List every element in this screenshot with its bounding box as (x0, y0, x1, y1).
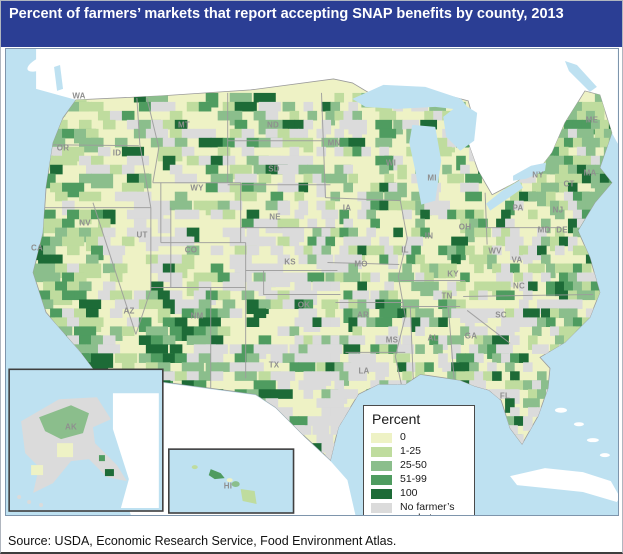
legend-swatch (371, 461, 392, 472)
vancouver-island (27, 54, 57, 72)
title-bar: Percent of farmers’ markets that report … (1, 1, 622, 47)
legend-item: No farmer’s markets (371, 501, 467, 515)
bahamas-island (599, 453, 610, 458)
puget-sound (54, 64, 64, 91)
legend-item: 0 (371, 431, 467, 443)
legend-title: Percent (372, 411, 421, 427)
legend-label: 100 (400, 487, 418, 500)
hawaii-inset (168, 448, 295, 514)
legend-swatch (371, 475, 392, 486)
legend-label: 1-25 (400, 445, 422, 458)
legend-item: 25-50 (371, 459, 467, 472)
lake-huron (443, 102, 478, 151)
bahamas-island (573, 422, 584, 427)
bahamas-island (586, 438, 599, 443)
legend-swatch (371, 503, 392, 514)
lake-michigan (409, 124, 442, 205)
legend-item: 51-99 (371, 473, 467, 486)
legend-label: 25-50 (400, 459, 427, 472)
lake-ontario (513, 162, 546, 181)
legend-swatch (371, 489, 392, 500)
lake-erie (486, 180, 524, 211)
alaska-inset (8, 368, 164, 512)
canada-landmass (36, 49, 618, 195)
legend-swatch (371, 433, 392, 443)
lake-superior (352, 84, 471, 111)
legend-label: 51-99 (400, 473, 427, 486)
bahamas-island (554, 407, 567, 413)
legend-label: No farmer’s markets (400, 501, 455, 515)
st-lawrence-river (564, 60, 597, 92)
cuba-island (510, 468, 618, 503)
map-panel: WA OR CA NV ID MT WY UT CO AZ NM ND SD NE KS OK TX MN IA MO… (5, 48, 619, 516)
legend-label: 0 (400, 431, 406, 443)
us-choropleth-map (6, 49, 618, 515)
page-title: Percent of farmers’ markets that report … (9, 6, 564, 22)
legend-item: 100 (371, 487, 467, 500)
legend-item: 1-25 (371, 445, 467, 458)
source-note: Source: USDA, Economic Research Service,… (8, 534, 397, 548)
state-borders (39, 92, 593, 395)
legend-swatch (371, 447, 392, 458)
